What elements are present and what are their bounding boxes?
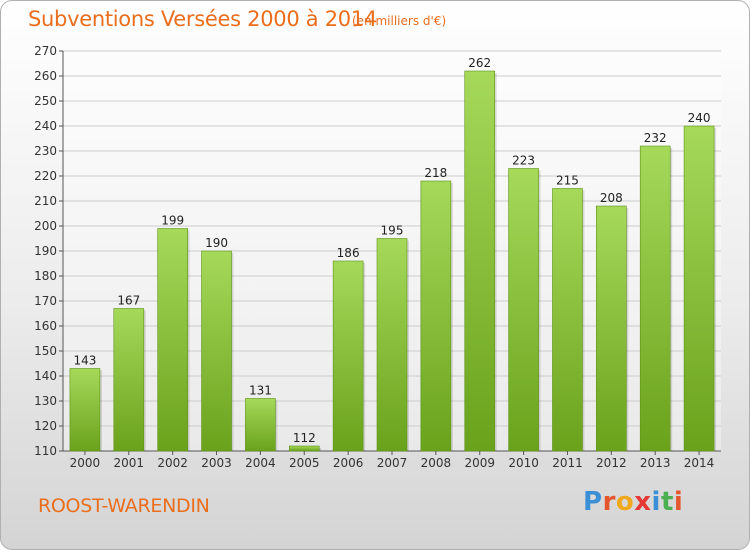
y-tick-label: 210 <box>34 194 57 208</box>
bar <box>420 180 452 452</box>
x-tick-label: 2011 <box>552 456 583 470</box>
bar <box>376 238 408 452</box>
logo-letter: i <box>673 487 684 517</box>
x-tick-label: 2001 <box>114 456 145 470</box>
bar-value-label: 190 <box>205 236 228 250</box>
bar-value-label: 131 <box>249 384 272 398</box>
bar-value-label: 186 <box>337 246 360 260</box>
bar-value-label: 195 <box>381 224 404 238</box>
bar-value-label: 223 <box>512 154 535 168</box>
x-tick-label: 2004 <box>245 456 276 470</box>
x-tick-label: 2000 <box>70 456 101 470</box>
y-tick-label: 200 <box>34 219 57 233</box>
bar <box>508 168 539 452</box>
y-tick-label: 230 <box>34 144 57 158</box>
bar <box>639 145 671 452</box>
y-tick-label: 140 <box>34 369 57 383</box>
bar-value-label: 240 <box>688 111 711 125</box>
bar-value-label: 143 <box>73 354 96 368</box>
y-tick-label: 120 <box>34 419 57 433</box>
bar <box>157 228 188 452</box>
bar-value-label: 167 <box>117 294 140 308</box>
y-tick-label: 190 <box>34 244 57 258</box>
x-tick-label: 2003 <box>201 456 232 470</box>
logo-letter: o <box>615 487 635 517</box>
logo-letter: i <box>651 487 661 517</box>
y-tick-label: 130 <box>34 394 57 408</box>
x-tick-label: 2008 <box>421 456 452 470</box>
bar <box>552 188 583 452</box>
y-tick-label: 220 <box>34 169 57 183</box>
bar-value-label: 218 <box>424 166 447 180</box>
bar <box>113 308 145 452</box>
bar <box>288 445 320 452</box>
y-tick-label: 250 <box>34 94 57 108</box>
y-tick-label: 180 <box>34 269 57 283</box>
logo-letter: t <box>660 487 674 517</box>
commune-name: ROOST-WARENDIN <box>38 495 210 517</box>
bar <box>69 368 101 452</box>
x-tick-label: 2014 <box>684 456 715 470</box>
bar <box>332 260 364 452</box>
y-tick-label: 150 <box>34 344 57 358</box>
x-tick-label: 2009 <box>464 456 495 470</box>
bar-value-label: 215 <box>556 174 579 188</box>
x-tick-label: 2010 <box>508 456 539 470</box>
y-tick-label: 240 <box>34 119 57 133</box>
y-tick-label: 170 <box>34 294 57 308</box>
y-tick-label: 110 <box>34 444 57 458</box>
chart-subtitle: (en milliers d'€) <box>352 14 447 28</box>
bar-value-label: 208 <box>600 191 623 205</box>
y-tick-label: 270 <box>34 44 57 58</box>
bar <box>596 205 627 452</box>
bar <box>464 70 496 452</box>
bar-value-label: 112 <box>293 431 316 445</box>
x-tick-label: 2006 <box>333 456 364 470</box>
bar-value-label: 199 <box>161 214 184 228</box>
bar-value-label: 262 <box>468 56 491 70</box>
x-tick-label: 2005 <box>289 456 320 470</box>
bar <box>201 250 232 452</box>
bar <box>245 398 276 452</box>
x-tick-label: 2012 <box>596 456 627 470</box>
x-tick-label: 2007 <box>377 456 408 470</box>
y-tick-label: 260 <box>34 69 57 83</box>
chart-title: Subventions Versées 2000 à 2014 <box>28 7 377 31</box>
proxiti-logo: Proxiti <box>583 487 683 517</box>
x-tick-label: 2013 <box>640 456 671 470</box>
logo-letter: x <box>634 487 652 517</box>
bar-value-label: 232 <box>644 131 667 145</box>
x-tick-label: 2002 <box>157 456 188 470</box>
logo-letter: P <box>583 487 603 517</box>
bar <box>683 125 715 452</box>
y-tick-label: 160 <box>34 319 57 333</box>
logo-letter: r <box>602 487 616 517</box>
